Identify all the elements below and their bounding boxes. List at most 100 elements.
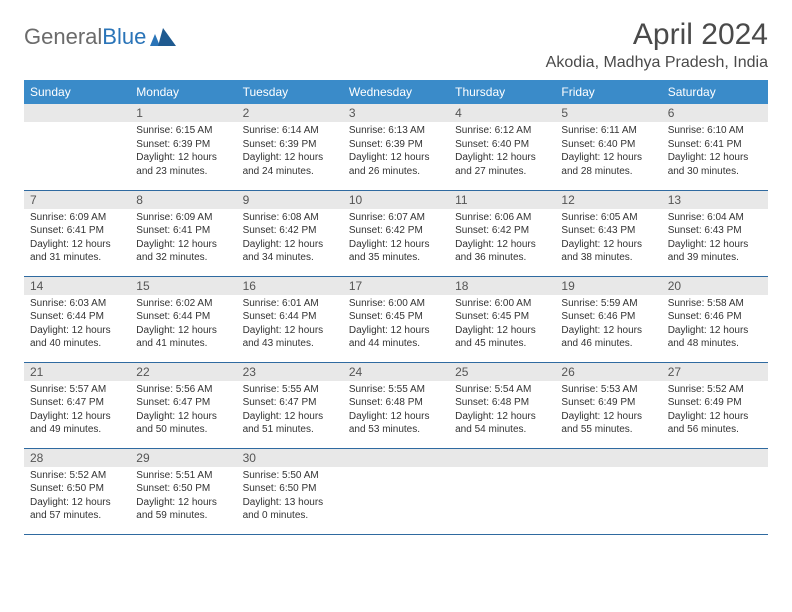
day-info-line: Daylight: 12 hours — [136, 496, 230, 510]
day-number: 21 — [24, 363, 130, 381]
day-number: 10 — [343, 191, 449, 209]
day-info-line: and 45 minutes. — [455, 337, 549, 351]
calendar-table: SundayMondayTuesdayWednesdayThursdayFrid… — [24, 80, 768, 535]
calendar-day-cell: 16Sunrise: 6:01 AMSunset: 6:44 PMDayligh… — [237, 276, 343, 362]
day-info-line: Sunset: 6:45 PM — [349, 310, 443, 324]
month-title: April 2024 — [546, 18, 768, 52]
day-info-line: Sunrise: 6:02 AM — [136, 297, 230, 311]
day-info-line: Sunset: 6:41 PM — [136, 224, 230, 238]
day-info-line: Sunset: 6:42 PM — [349, 224, 443, 238]
day-info-line: Sunset: 6:47 PM — [30, 396, 124, 410]
day-number: 20 — [662, 277, 768, 295]
calendar-day-cell: 13Sunrise: 6:04 AMSunset: 6:43 PMDayligh… — [662, 190, 768, 276]
day-number: 5 — [555, 104, 661, 122]
day-info-line: Sunset: 6:39 PM — [349, 138, 443, 152]
day-info: Sunrise: 6:11 AMSunset: 6:40 PMDaylight:… — [555, 122, 661, 182]
day-info-line: Sunrise: 6:09 AM — [136, 211, 230, 225]
day-number: 13 — [662, 191, 768, 209]
day-info-line: and 35 minutes. — [349, 251, 443, 265]
calendar-day-cell: 26Sunrise: 5:53 AMSunset: 6:49 PMDayligh… — [555, 362, 661, 448]
day-info: Sunrise: 6:01 AMSunset: 6:44 PMDaylight:… — [237, 295, 343, 355]
day-number — [343, 449, 449, 467]
day-info-line: Sunset: 6:44 PM — [136, 310, 230, 324]
day-number: 22 — [130, 363, 236, 381]
day-info-line: and 51 minutes. — [243, 423, 337, 437]
calendar-week-row: 21Sunrise: 5:57 AMSunset: 6:47 PMDayligh… — [24, 362, 768, 448]
day-number — [449, 449, 555, 467]
day-info-line: and 49 minutes. — [30, 423, 124, 437]
logo: GeneralBlue — [24, 24, 176, 50]
day-info-line: Sunset: 6:42 PM — [455, 224, 549, 238]
day-info: Sunrise: 5:51 AMSunset: 6:50 PMDaylight:… — [130, 467, 236, 527]
day-info: Sunrise: 6:12 AMSunset: 6:40 PMDaylight:… — [449, 122, 555, 182]
day-info: Sunrise: 5:52 AMSunset: 6:49 PMDaylight:… — [662, 381, 768, 441]
day-number: 12 — [555, 191, 661, 209]
day-info-line: Sunrise: 5:53 AM — [561, 383, 655, 397]
day-info-line: Daylight: 12 hours — [243, 324, 337, 338]
weekday-header: Saturday — [662, 80, 768, 104]
day-number: 27 — [662, 363, 768, 381]
day-info-line: Sunrise: 5:58 AM — [668, 297, 762, 311]
day-info-line: Sunrise: 6:09 AM — [30, 211, 124, 225]
day-info-line: Sunset: 6:43 PM — [668, 224, 762, 238]
day-info-line: Daylight: 12 hours — [561, 151, 655, 165]
day-info-line: Sunset: 6:44 PM — [243, 310, 337, 324]
day-info-line: Sunset: 6:50 PM — [136, 482, 230, 496]
day-info: Sunrise: 6:13 AMSunset: 6:39 PMDaylight:… — [343, 122, 449, 182]
day-info: Sunrise: 5:55 AMSunset: 6:47 PMDaylight:… — [237, 381, 343, 441]
day-number: 19 — [555, 277, 661, 295]
day-number: 1 — [130, 104, 236, 122]
day-info: Sunrise: 6:02 AMSunset: 6:44 PMDaylight:… — [130, 295, 236, 355]
day-number: 2 — [237, 104, 343, 122]
day-info-line: Sunset: 6:39 PM — [136, 138, 230, 152]
day-info: Sunrise: 6:05 AMSunset: 6:43 PMDaylight:… — [555, 209, 661, 269]
day-info-line: and 41 minutes. — [136, 337, 230, 351]
day-number: 14 — [24, 277, 130, 295]
day-info-line: Daylight: 12 hours — [455, 238, 549, 252]
day-info: Sunrise: 5:56 AMSunset: 6:47 PMDaylight:… — [130, 381, 236, 441]
calendar-day-cell: 28Sunrise: 5:52 AMSunset: 6:50 PMDayligh… — [24, 448, 130, 534]
day-info-line: Sunrise: 6:13 AM — [349, 124, 443, 138]
calendar-day-cell: 24Sunrise: 5:55 AMSunset: 6:48 PMDayligh… — [343, 362, 449, 448]
day-info-line: Sunrise: 6:15 AM — [136, 124, 230, 138]
day-info-line: Sunset: 6:39 PM — [243, 138, 337, 152]
day-number: 4 — [449, 104, 555, 122]
calendar-day-cell: 4Sunrise: 6:12 AMSunset: 6:40 PMDaylight… — [449, 104, 555, 190]
calendar-day-cell: 21Sunrise: 5:57 AMSunset: 6:47 PMDayligh… — [24, 362, 130, 448]
day-info-line: and 26 minutes. — [349, 165, 443, 179]
day-info-line: Sunrise: 6:10 AM — [668, 124, 762, 138]
calendar-week-row: 28Sunrise: 5:52 AMSunset: 6:50 PMDayligh… — [24, 448, 768, 534]
calendar-day-cell — [343, 448, 449, 534]
day-info: Sunrise: 6:04 AMSunset: 6:43 PMDaylight:… — [662, 209, 768, 269]
calendar-day-cell — [24, 104, 130, 190]
day-number: 11 — [449, 191, 555, 209]
day-info: Sunrise: 6:14 AMSunset: 6:39 PMDaylight:… — [237, 122, 343, 182]
day-number: 29 — [130, 449, 236, 467]
calendar-day-cell: 14Sunrise: 6:03 AMSunset: 6:44 PMDayligh… — [24, 276, 130, 362]
day-info-line: Daylight: 12 hours — [668, 151, 762, 165]
day-info-line: and 46 minutes. — [561, 337, 655, 351]
calendar-day-cell: 30Sunrise: 5:50 AMSunset: 6:50 PMDayligh… — [237, 448, 343, 534]
day-info-line: Sunset: 6:49 PM — [668, 396, 762, 410]
day-info: Sunrise: 6:00 AMSunset: 6:45 PMDaylight:… — [449, 295, 555, 355]
day-info-line: Daylight: 12 hours — [349, 151, 443, 165]
weekday-header: Monday — [130, 80, 236, 104]
day-info-line: Daylight: 12 hours — [30, 496, 124, 510]
day-info-line: Daylight: 12 hours — [30, 410, 124, 424]
day-info-line: Sunrise: 6:11 AM — [561, 124, 655, 138]
day-info-line: Daylight: 12 hours — [455, 324, 549, 338]
day-info-line: Sunset: 6:40 PM — [455, 138, 549, 152]
day-info-line: Sunrise: 5:54 AM — [455, 383, 549, 397]
day-info-line: and 57 minutes. — [30, 509, 124, 523]
day-info-line: Sunrise: 5:56 AM — [136, 383, 230, 397]
day-info-line: Sunset: 6:40 PM — [561, 138, 655, 152]
day-number: 9 — [237, 191, 343, 209]
calendar-day-cell: 22Sunrise: 5:56 AMSunset: 6:47 PMDayligh… — [130, 362, 236, 448]
day-info: Sunrise: 6:00 AMSunset: 6:45 PMDaylight:… — [343, 295, 449, 355]
day-info-line: and 34 minutes. — [243, 251, 337, 265]
day-number: 16 — [237, 277, 343, 295]
day-info-line: Daylight: 12 hours — [30, 238, 124, 252]
day-info-line: and 23 minutes. — [136, 165, 230, 179]
day-number: 26 — [555, 363, 661, 381]
day-info-line: and 27 minutes. — [455, 165, 549, 179]
